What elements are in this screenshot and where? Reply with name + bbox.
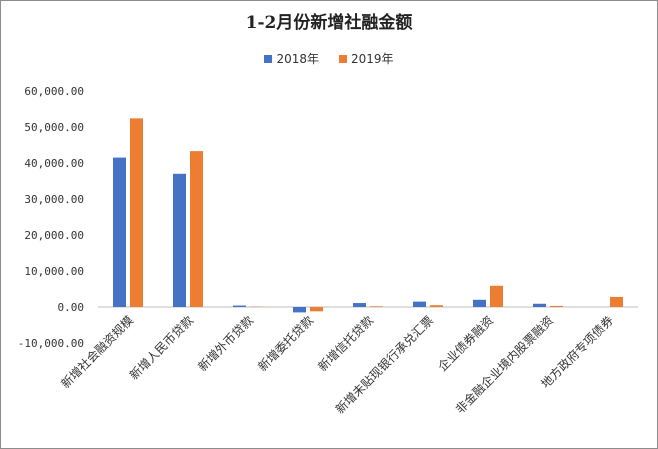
chart-title: 1-2月份新增社融金额 (245, 13, 413, 33)
x-category-label: 新增社会融资规模 (58, 313, 136, 391)
y-tick-label: 40,000.00 (24, 157, 84, 170)
y-tick-label: 20,000.00 (24, 229, 84, 242)
bar-2019-3 (310, 307, 323, 312)
y-tick-label: -10,000.00 (18, 337, 84, 350)
legend-item-2018: 2018年 (264, 50, 319, 67)
chart-legend: 2018年 2019年 (0, 50, 658, 67)
legend-item-2019: 2019年 (339, 50, 394, 67)
bar-2019-1 (190, 151, 203, 307)
bar-2018-3 (293, 307, 306, 313)
x-category-label: 新增未贴现银行承兑汇票 (332, 313, 436, 417)
y-tick-label: 10,000.00 (24, 265, 84, 278)
x-category-label: 新增人民币贷款 (126, 313, 196, 383)
y-tick-label: 30,000.00 (24, 193, 84, 206)
x-category-label: 企业债券融资 (435, 313, 497, 375)
legend-label-2019: 2019年 (351, 52, 394, 66)
bar-2018-1 (173, 173, 186, 307)
bar-2019-5 (430, 305, 443, 307)
bar-2019-7 (550, 305, 563, 307)
x-category-label: 新增信托贷款 (315, 313, 377, 375)
y-tick-label: 60,000.00 (24, 85, 84, 98)
x-category-label: 非金融企业境内股票融资 (452, 313, 556, 417)
bar-2018-5 (413, 301, 426, 307)
y-tick-label: 0.00 (58, 301, 85, 314)
x-category-label: 新增外币贷款 (195, 313, 257, 375)
bar-2019-4 (370, 306, 383, 307)
bar-2019-8 (610, 296, 623, 307)
bar-2018-7 (533, 303, 546, 307)
y-tick-label: 50,000.00 (24, 121, 84, 134)
bar-2018-0 (113, 157, 126, 307)
x-category-label: 新增委托贷款 (255, 313, 317, 375)
bar-2018-4 (353, 303, 366, 307)
legend-swatch-2019 (339, 54, 347, 63)
bar-2018-2 (233, 305, 246, 307)
bar-2018-6 (473, 299, 486, 307)
bar-2019-0 (130, 118, 143, 307)
legend-swatch-2018 (264, 54, 273, 63)
legend-label-2018: 2018年 (276, 52, 319, 66)
bar-2019-6 (490, 285, 503, 307)
